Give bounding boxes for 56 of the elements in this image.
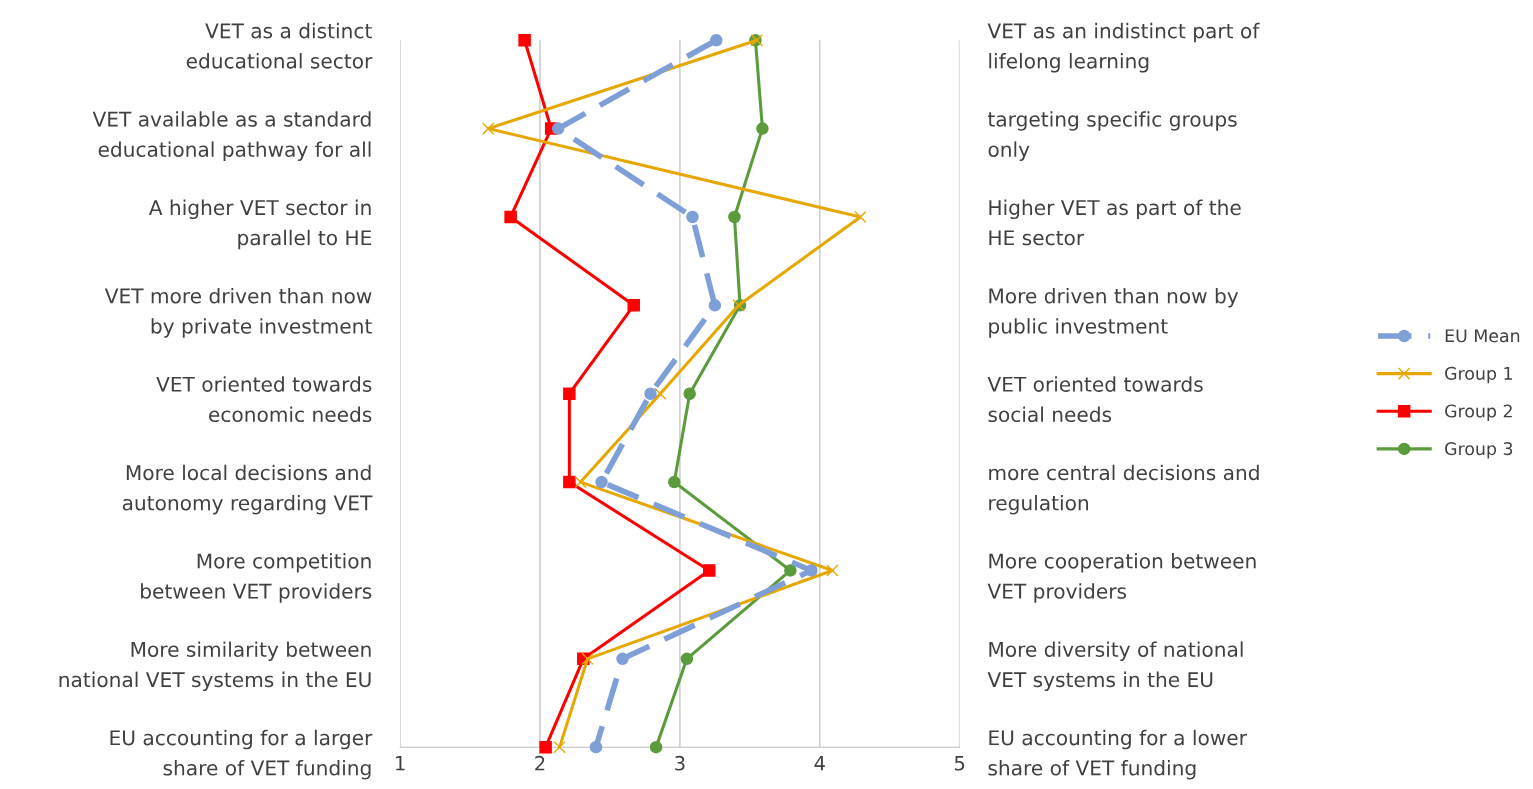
y-tick-label: VET as a distinct educational sector	[186, 22, 373, 69]
point	[595, 475, 608, 489]
y-tick-label: A higher VET sector in parallel to HE	[148, 199, 372, 250]
point	[710, 33, 723, 47]
x-tick-label: 3	[675, 755, 685, 771]
x-tick-label: 4	[814, 756, 825, 771]
point	[708, 299, 722, 312]
y2-tick-label: More diversity of national VET systems in the EU	[987, 641, 1243, 692]
point	[654, 387, 667, 400]
point	[539, 740, 552, 754]
y-tick-label: More competition between VET providers	[141, 553, 372, 603]
point	[649, 740, 663, 754]
y2-tick-label: Higher VET as part of the HE sector	[989, 199, 1241, 246]
point	[481, 122, 495, 135]
y2-tick-label: more central decisions and regulation	[989, 464, 1259, 515]
y2-tick-label: More cooperation between VET providers	[987, 553, 1256, 603]
y-tick-label: VET oriented towards economic needs	[156, 376, 372, 423]
point	[627, 299, 640, 312]
legend-label: EU Mean	[1445, 329, 1520, 343]
point	[784, 564, 797, 577]
legend-label: Group 3	[1445, 442, 1513, 459]
point	[854, 210, 867, 224]
point	[703, 564, 716, 577]
y2-tick-label: targeting specific groups only	[987, 111, 1237, 161]
point	[518, 33, 531, 47]
point	[668, 475, 681, 489]
point	[581, 652, 594, 666]
legend-label: Group 2	[1445, 404, 1512, 421]
point	[644, 387, 657, 400]
point	[680, 652, 694, 666]
y-tick-label: EU accounting for a larger share of VET funding	[110, 729, 373, 780]
point	[589, 740, 603, 754]
point	[553, 740, 566, 754]
point	[551, 122, 565, 135]
x-tick-label: 2	[535, 755, 545, 771]
y2-tick-label: VET as an indistinct part of lifelong learning	[987, 22, 1260, 73]
y2-tick-label: EU accounting for a lower share of VET funding	[988, 729, 1247, 780]
point	[756, 122, 769, 135]
legend-label: Group 1	[1445, 366, 1512, 384]
y-tick-label: VET available as a standard educational pathway for all	[92, 111, 371, 161]
point	[683, 387, 696, 400]
y-tick-label: VET more driven than now by private investment	[104, 287, 372, 338]
point	[574, 475, 587, 489]
y2-tick-label: More driven than now by public investment	[989, 287, 1239, 338]
y2-tick-label: VET oriented towards social needs	[987, 376, 1203, 423]
y-tick-label: More similarity between national VET systems in the EU	[59, 641, 371, 692]
point	[563, 475, 576, 489]
point	[504, 210, 517, 224]
point	[826, 564, 839, 577]
point	[563, 387, 576, 400]
point	[616, 652, 629, 666]
x-tick-label: 5	[954, 756, 965, 771]
point	[686, 210, 699, 224]
y-tick-label: More local decisions and autonomy regarding VET	[122, 464, 373, 515]
x-tick-label: 1	[396, 756, 405, 771]
point	[728, 210, 741, 224]
